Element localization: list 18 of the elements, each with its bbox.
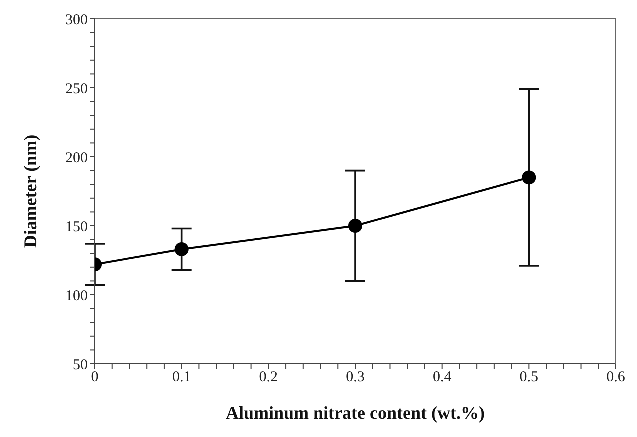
point	[174, 242, 189, 256]
x-tick-label: 0.6	[606, 370, 626, 386]
y-tick-label: 150	[66, 219, 88, 236]
x-tick-label: 0	[91, 370, 99, 386]
x-tick-label: 0.5	[520, 370, 539, 386]
x-tick-label: 0.3	[346, 370, 365, 386]
y-tick-label: 50	[73, 357, 88, 374]
x-tick-label: 0.2	[259, 370, 278, 386]
y-tick-label: 300	[66, 12, 88, 28]
y-tick-label: 100	[66, 288, 88, 304]
x-axis-title: Aluminum nitrate content (wt.%)	[226, 403, 485, 423]
y-tick-label: 250	[66, 81, 88, 98]
y-axis-title: Diameter (nm)	[20, 134, 40, 248]
point	[522, 170, 536, 185]
x-tick-label: 0.1	[172, 370, 192, 386]
x-tick-label: 0.4	[432, 370, 452, 386]
point	[348, 219, 362, 233]
y-tick-label: 200	[66, 150, 88, 166]
